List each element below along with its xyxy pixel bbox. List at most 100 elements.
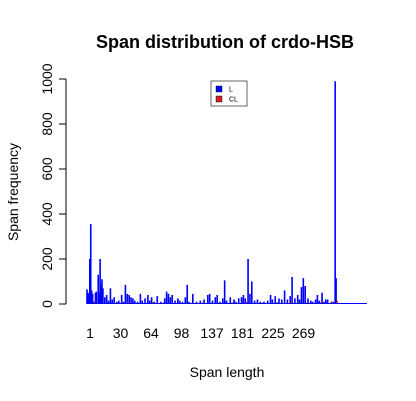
bar-l	[263, 301, 265, 304]
bar-l	[178, 300, 181, 304]
bar-l	[335, 278, 337, 304]
bar-l	[199, 300, 202, 304]
bar-l	[278, 298, 280, 304]
bar-l	[289, 296, 292, 304]
bar-l	[136, 301, 139, 304]
bar-l	[240, 297, 243, 304]
bar-cl	[290, 301, 292, 304]
bar-l	[321, 292, 323, 304]
chart-title: Span distribution of crdo-HSB	[96, 32, 354, 52]
bar-l	[311, 301, 314, 304]
y-axis: 0 200 400 600 800 1000	[39, 63, 67, 308]
bar-l	[203, 299, 205, 304]
bar-l	[192, 293, 194, 304]
y-tick-label: 400	[39, 202, 55, 226]
bar-l	[310, 300, 312, 304]
bar-l	[247, 259, 249, 304]
bar-l	[300, 287, 303, 304]
bar-l	[316, 295, 319, 304]
bar-l	[274, 296, 277, 304]
x-tick-label: 269	[292, 325, 316, 341]
bar-l	[266, 300, 269, 304]
bar-cl	[202, 301, 204, 304]
bar-l	[147, 295, 149, 304]
bar-l	[271, 299, 274, 304]
bar-l	[90, 290, 93, 304]
x-tick-label: 98	[174, 325, 190, 341]
bar-l	[318, 300, 321, 304]
legend-swatch-l	[215, 85, 223, 93]
bar-l	[92, 301, 95, 304]
bar-l	[86, 289, 88, 304]
bar-l	[139, 293, 142, 304]
bar-l	[214, 297, 217, 304]
bar-l	[237, 298, 240, 304]
bar-l	[88, 293, 90, 304]
bar-l	[122, 301, 125, 304]
bar-l	[144, 298, 146, 304]
bar-l	[89, 259, 91, 304]
y-tick-label: 200	[39, 247, 55, 271]
legend-swatch-cl	[215, 95, 223, 103]
bar-l	[216, 295, 218, 304]
bar-cl	[127, 301, 130, 304]
bar-l	[269, 295, 272, 304]
bar-l	[181, 301, 184, 304]
bar-l	[174, 300, 176, 304]
series-l	[86, 81, 337, 304]
bar-l	[113, 297, 115, 304]
bar-l	[118, 300, 120, 304]
bar-l	[291, 277, 293, 304]
bar-l	[95, 291, 98, 304]
bar-l	[153, 301, 156, 304]
bar-l	[283, 290, 286, 304]
bar-l	[242, 295, 245, 304]
bar-l	[156, 296, 159, 304]
bar-l	[324, 299, 327, 304]
bar-l	[98, 292, 100, 304]
bar-l	[89, 224, 92, 304]
bar-l	[219, 301, 221, 304]
bar-l	[91, 293, 94, 304]
bar-l	[167, 293, 170, 304]
bar-l	[102, 288, 104, 304]
bar-l	[225, 300, 228, 304]
bar-l	[109, 288, 112, 304]
bar-l	[184, 297, 187, 304]
bar-l	[249, 293, 251, 304]
bar-l	[332, 301, 335, 304]
bar-l	[120, 295, 123, 304]
y-tick-label: 1000	[39, 63, 55, 94]
legend: L CL	[210, 80, 248, 107]
bar-l	[169, 297, 172, 304]
bar-l	[188, 301, 190, 304]
bar-l	[323, 301, 325, 304]
bar-l	[100, 284, 102, 304]
x-axis: 1 30 64 98 137 181 225 269	[86, 325, 315, 341]
bar-l	[207, 295, 209, 304]
bar-l	[256, 299, 259, 304]
y-axis-label: Span frequency	[5, 143, 21, 241]
bar-cl	[336, 300, 338, 304]
bar-l	[107, 300, 110, 304]
x-tick-label: 64	[143, 325, 159, 341]
bar-l	[296, 295, 299, 304]
bar-l	[133, 300, 136, 304]
bar-l	[304, 286, 306, 304]
bar-l	[130, 297, 132, 304]
bar-l	[99, 259, 101, 304]
bar-l	[294, 298, 296, 304]
bar-l	[229, 297, 232, 304]
bar-l	[148, 300, 151, 304]
y-tick-label: 600	[39, 157, 55, 181]
bar-l	[223, 280, 226, 304]
bar-l	[286, 299, 289, 304]
x-tick-label: 30	[113, 325, 129, 341]
bar-l	[132, 298, 134, 304]
y-tick-label: 800	[39, 112, 55, 136]
bar-cl	[245, 301, 247, 304]
bar-l	[87, 292, 89, 304]
bar-cl	[320, 301, 322, 304]
bar-l	[141, 300, 144, 304]
